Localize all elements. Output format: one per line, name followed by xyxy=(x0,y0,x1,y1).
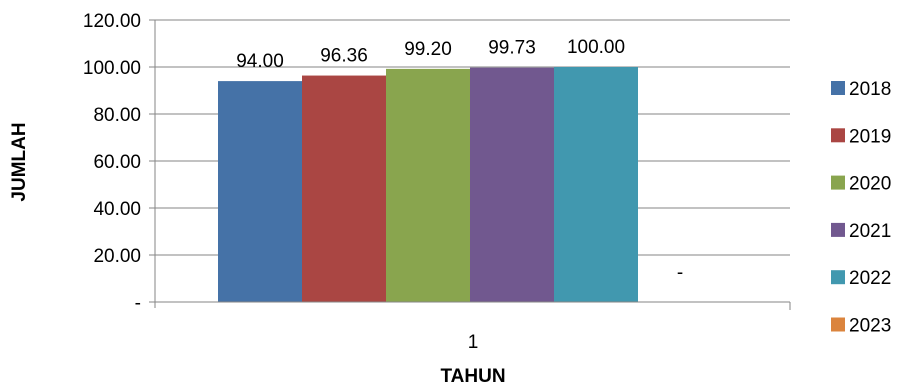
x-category-label: 1 xyxy=(468,332,479,353)
bars xyxy=(218,67,638,303)
data-label-2020: 99.20 xyxy=(404,39,452,60)
y-axis-title: JUMLAH xyxy=(9,122,30,201)
y-tick-label: 40.00 xyxy=(93,199,141,220)
bar-2022 xyxy=(554,67,638,302)
legend-label-2022: 2022 xyxy=(849,268,891,289)
legend-swatch-2019 xyxy=(831,128,845,143)
data-label-2021: 99.73 xyxy=(488,38,536,59)
data-label-2023: - xyxy=(677,263,683,284)
y-tick-label: 120.00 xyxy=(83,11,141,32)
legend: 2018 2019 2020 2021 2022 2023 xyxy=(831,79,891,337)
legend-label-2023: 2023 xyxy=(849,316,891,337)
bar-2021 xyxy=(470,67,554,303)
data-label-2022: 100.00 xyxy=(567,37,625,58)
legend-label-2019: 2019 xyxy=(849,126,891,147)
y-axis-tick-labels: - 20.00 40.00 60.00 80.00 100.00 120.00 xyxy=(83,11,141,314)
legend-label-2021: 2021 xyxy=(849,221,891,242)
y-tick-label: 60.00 xyxy=(93,152,141,173)
data-labels: 94.00 96.36 99.20 99.73 100.00 - xyxy=(236,37,683,284)
legend-swatch-2020 xyxy=(831,175,845,190)
y-tick-label: 80.00 xyxy=(93,105,141,126)
y-tick-label: 20.00 xyxy=(93,246,141,267)
legend-swatch-2018 xyxy=(831,81,845,95)
bar-2018 xyxy=(218,81,302,302)
data-label-2019: 96.36 xyxy=(320,46,368,67)
x-axis xyxy=(154,20,791,310)
y-tick-label: - xyxy=(135,293,141,314)
data-label-2018: 94.00 xyxy=(236,51,284,72)
legend-swatch-2022 xyxy=(831,270,845,285)
bar-2019 xyxy=(302,75,386,302)
legend-swatch-2021 xyxy=(831,222,845,237)
x-axis-title: TAHUN xyxy=(440,366,505,387)
y-tick-label: 100.00 xyxy=(83,58,141,79)
legend-swatch-2023 xyxy=(831,317,845,332)
legend-label-2018: 2018 xyxy=(849,79,891,100)
legend-label-2020: 2020 xyxy=(849,174,891,195)
bar-2020 xyxy=(386,68,470,302)
